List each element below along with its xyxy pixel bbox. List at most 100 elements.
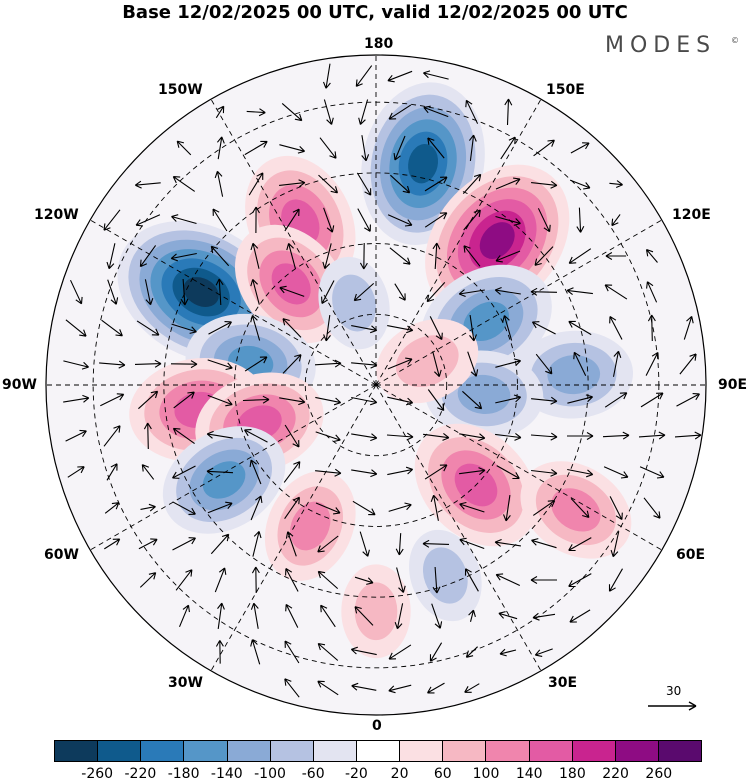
wind-arrow [172,427,195,445]
wind-arrow [495,215,521,226]
wind-arrow [65,429,87,442]
wind-arrow [602,431,630,440]
wind-arrow [530,287,558,296]
wind-arrow [500,136,516,160]
wind-arrow [207,501,233,514]
wind-arrow [315,468,342,477]
wind-arrow [208,321,232,335]
wind-arrow [361,135,370,162]
wind-arrow [242,395,270,404]
map-title: Base 12/02/2025 00 UTC, valid 12/02/2025… [122,2,628,23]
wind-arrow [359,531,370,557]
wind-arrow [424,464,448,480]
wind-arrow [279,144,305,154]
colorbar-tick-label: 140 [515,766,543,782]
wind-arrow [639,466,665,479]
brand-logo: MODES [605,33,717,58]
wind-arrow [573,351,587,376]
latitude-circle [234,243,518,527]
wind-arrow [604,284,628,300]
wind-arrow [499,648,517,657]
anomaly-cell [235,224,348,343]
wind-arrow [210,245,230,267]
wind-arrow [533,139,555,157]
wind-arrow [531,538,557,549]
latitude-circle [163,172,589,598]
wind-arrow [388,684,412,694]
wind-arrow [279,285,305,297]
wind-arrow [387,70,413,83]
wind-arrow [502,495,511,522]
colorbar-swatch [615,741,659,761]
wind-arrow [104,502,120,514]
meridian-line [375,219,663,386]
colorbar-swatch [443,741,487,761]
wind-arrow [319,137,337,159]
colorbar-tick-label: -100 [254,766,286,782]
wind-arrow [285,531,297,557]
wind-arrow [320,604,336,628]
wind-arrow [180,278,189,306]
wind-arrow [317,535,339,553]
wind-arrow [250,639,261,665]
wind-arrow [250,242,260,269]
wind-arrow [387,357,413,370]
wind-arrow [282,318,302,338]
wind-arrow [463,245,481,267]
wind-arrow [136,320,160,336]
wind-arrow [215,105,225,119]
wind-arrow [395,533,404,556]
wind-arrow [495,394,522,404]
wind-arrow [250,315,261,341]
wind-arrow [322,243,332,269]
wind-arrow [284,424,300,448]
wind-arrow [396,567,406,593]
wind-arrow [251,566,260,594]
wind-arrow [531,396,558,405]
wind-arrow [604,392,628,408]
wind-arrow [139,572,157,588]
vector-reference-label: 30 [666,684,682,698]
meridian-line [89,219,377,386]
wind-arrow [458,289,485,298]
wind-arrow [244,429,268,443]
wind-arrow [530,576,557,584]
wind-arrow [498,611,518,620]
wind-arrow [351,396,378,406]
wind-arrow [284,678,300,698]
anomaly-cell [341,564,411,659]
meridian-line [89,384,377,551]
colorbar-tick-label: -260 [81,766,114,782]
wind-arrow [314,359,342,368]
wind-arrow [279,397,306,406]
wind-arrow [358,99,369,125]
wind-arrow [141,464,155,480]
wind-arrow [315,502,341,515]
wind-arrow [531,468,558,477]
wind-arrow [250,279,260,305]
wind-arrow [468,134,477,161]
wind-arrow [610,531,620,558]
wind-arrow [357,208,371,232]
lon-label-120e: 120E [672,207,711,223]
wind-arrow [210,533,230,555]
wind-arrow [459,467,486,476]
wind-arrow [249,459,262,485]
wind-arrow [494,538,521,547]
colorbar-swatch [486,741,530,761]
wind-arrow [143,422,152,450]
wind-arrow [172,537,196,551]
wind-arrow [215,278,224,306]
wind-arrow [284,208,300,232]
wind-arrow [173,391,195,409]
wind-arrow [354,606,374,626]
wind-arrow [134,359,162,368]
wind-arrow [679,353,697,375]
latitude-circle [304,313,448,457]
wind-arrow [646,281,658,303]
wind-arrow [462,173,482,194]
wind-arrow [285,603,299,628]
wind-arrow [246,108,266,117]
wind-arrow [387,396,414,406]
wind-arrow [647,314,656,342]
